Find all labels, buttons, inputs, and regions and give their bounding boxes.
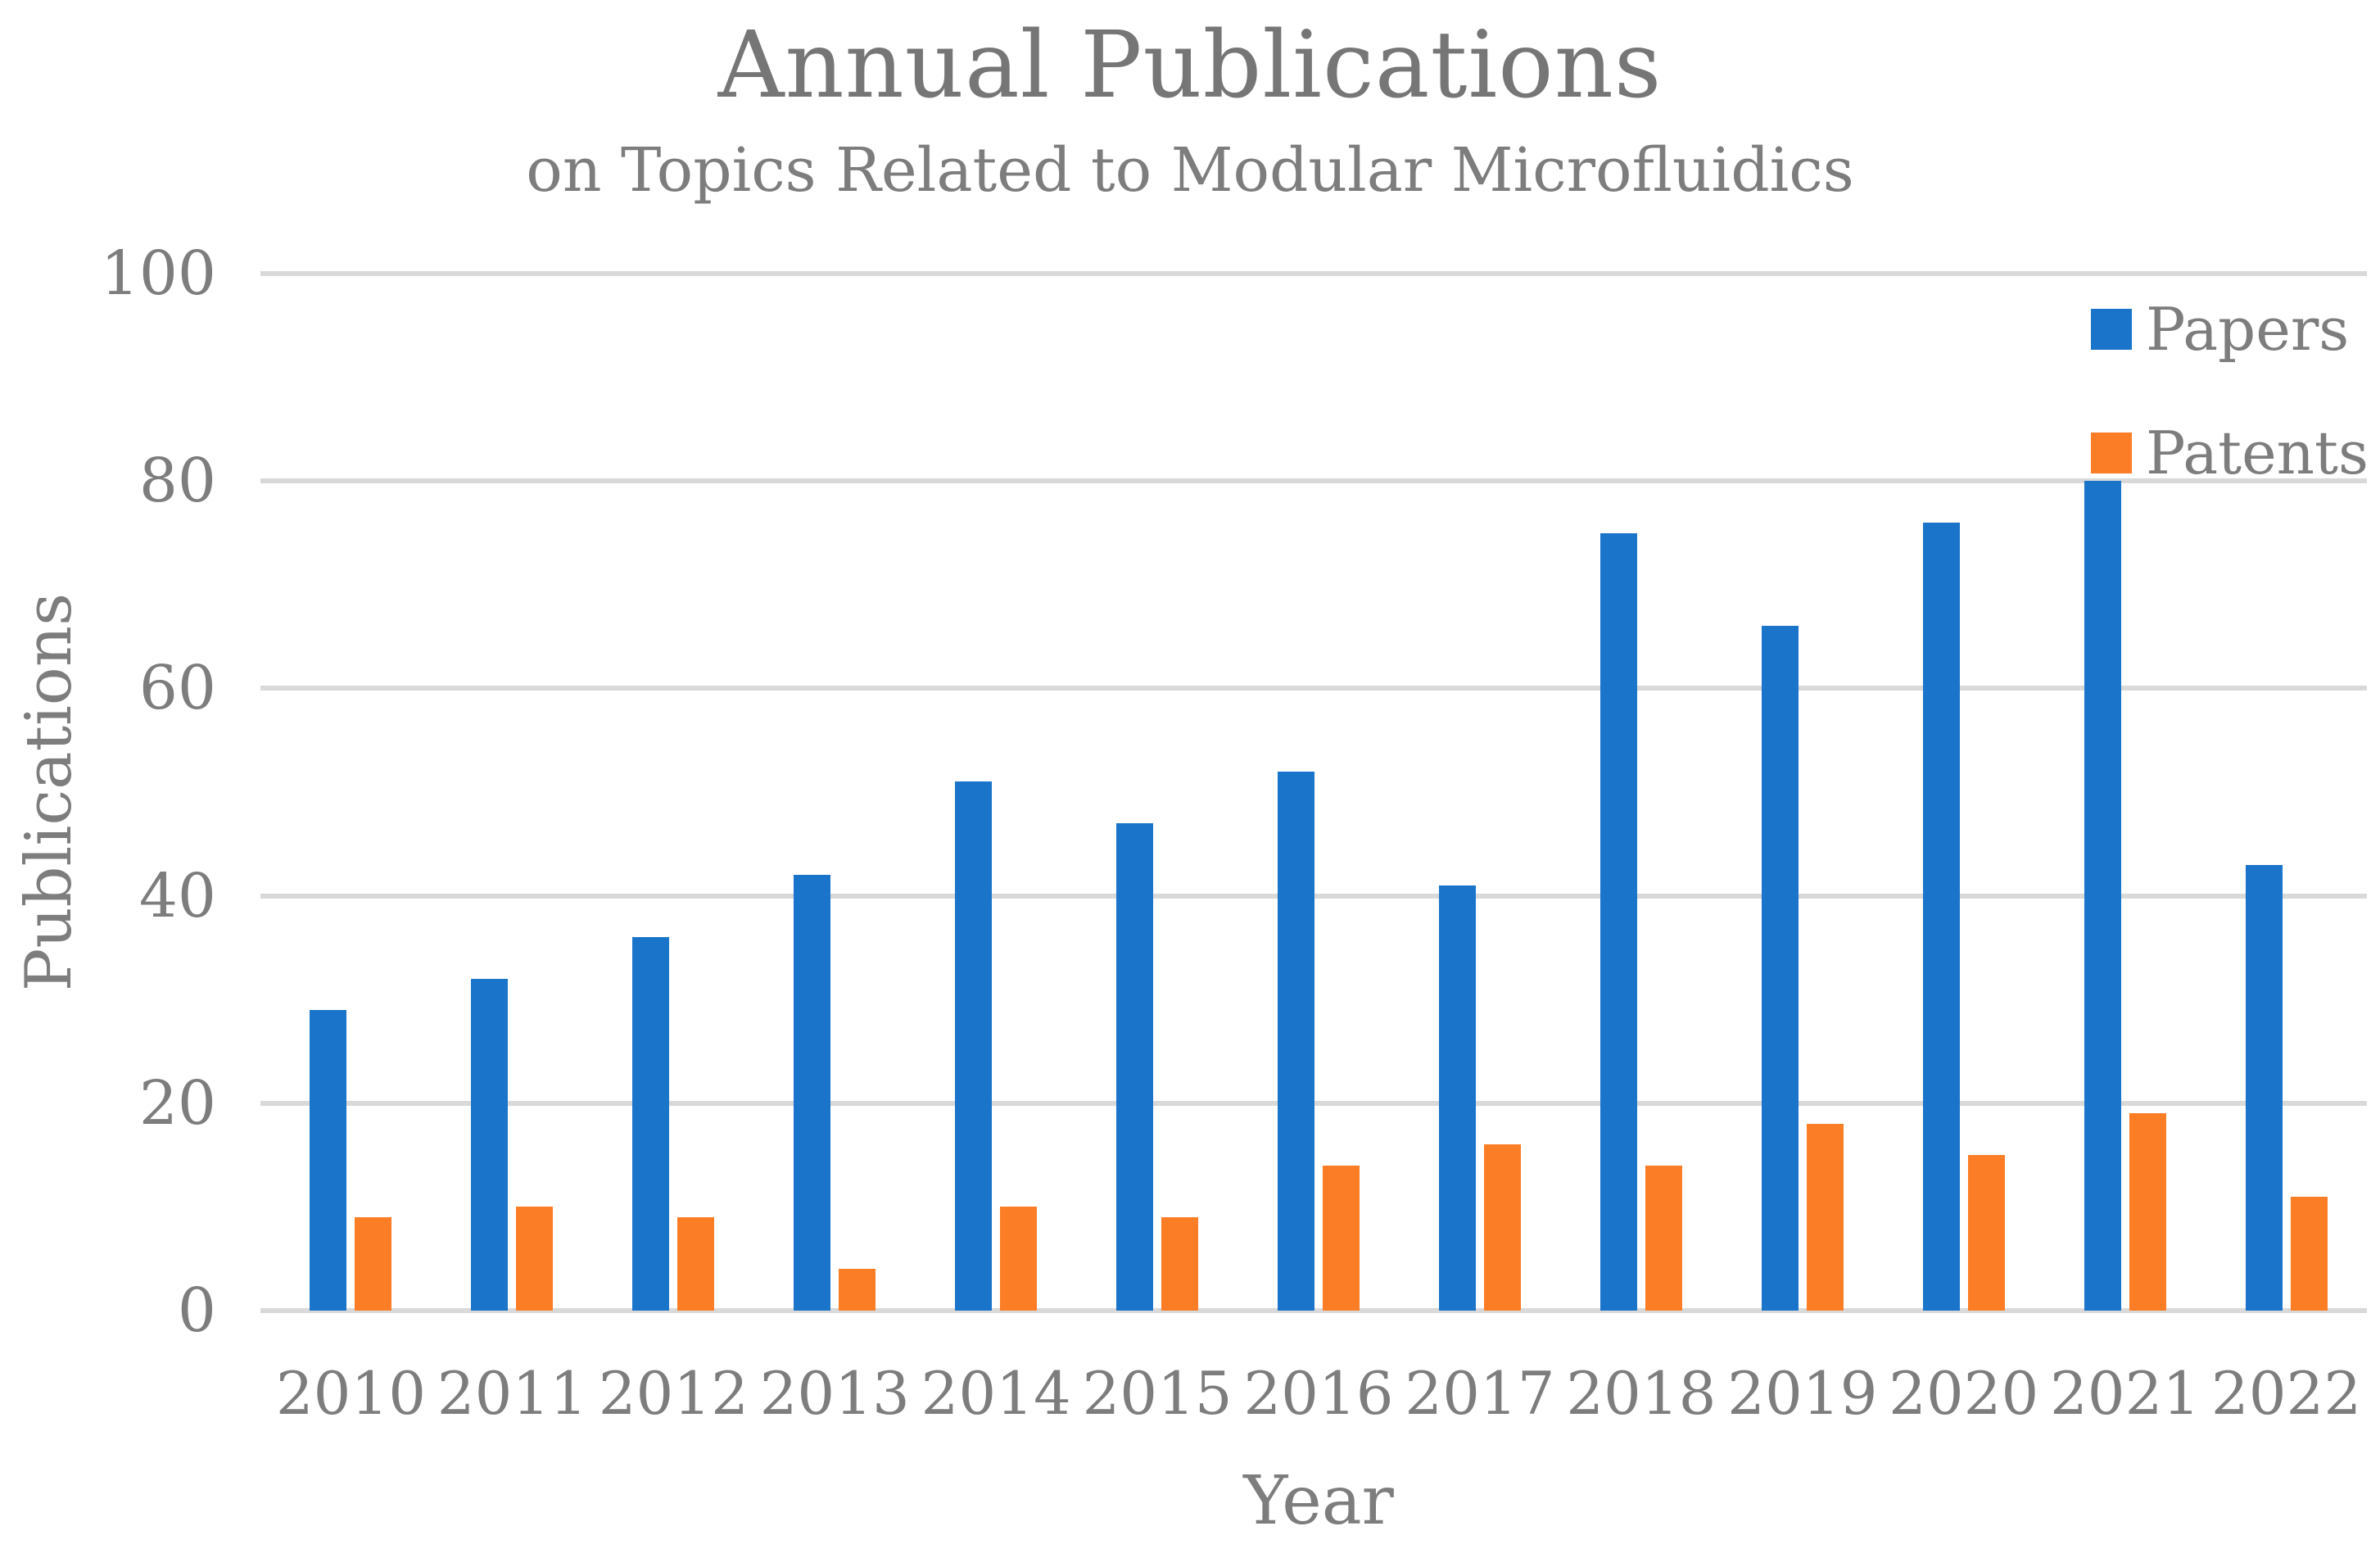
x-tick-label-2018: 2018 — [1566, 1359, 1717, 1428]
legend-item-patents: Patents — [2091, 423, 2369, 482]
chart-title: Annual Publications — [717, 12, 1663, 119]
patents-bar-2013 — [839, 1269, 876, 1311]
legend-item-papers: Papers — [2091, 300, 2369, 359]
legend: Papers Patents — [2091, 300, 2369, 556]
x-tick-label-2014: 2014 — [921, 1359, 1071, 1428]
x-tick-label-2013: 2013 — [759, 1359, 910, 1428]
papers-bar-2016 — [1277, 771, 1314, 1311]
patents-bar-2014 — [1000, 1207, 1038, 1311]
papers-bar-2014 — [955, 781, 993, 1311]
bar-group-2011 — [432, 274, 593, 1311]
bar-group-2022 — [2206, 274, 2367, 1311]
patents-bar-2017 — [1483, 1144, 1521, 1311]
patents-bar-2011 — [516, 1207, 554, 1311]
patents-bar-2016 — [1322, 1165, 1360, 1311]
papers-bar-2020 — [1922, 522, 1960, 1311]
legend-label-patents: Patents — [2146, 419, 2369, 487]
gridline-80 — [260, 478, 2367, 484]
papers-bar-2018 — [1599, 532, 1637, 1311]
bar-group-2021 — [2044, 274, 2206, 1311]
papers-bar-2019 — [1761, 626, 1799, 1311]
x-tick-label-2019: 2019 — [1727, 1359, 1878, 1428]
x-axis-title: Year — [1243, 1462, 1394, 1540]
legend-swatch-patents — [2091, 433, 2132, 473]
papers-bar-2010 — [310, 1009, 347, 1311]
patents-bar-2012 — [677, 1217, 715, 1311]
legend-swatch-papers — [2091, 309, 2132, 350]
patents-bar-2015 — [1161, 1217, 1199, 1311]
x-axis-labels: 2010 2011 2012 2013 2014 2015 2016 2017 2018 2019… — [270, 1361, 2367, 1426]
bar-group-2014 — [916, 274, 1077, 1311]
patents-bar-2010 — [355, 1217, 392, 1311]
plot-area — [270, 274, 2367, 1311]
x-axis-baseline — [260, 1308, 2367, 1313]
bar-group-2016 — [1238, 274, 1400, 1311]
papers-bar-2015 — [1116, 822, 1154, 1311]
chart-subtitle: on Topics Related to Modular Microfluidi… — [526, 135, 1854, 206]
x-tick-label-2012: 2012 — [598, 1359, 749, 1428]
bar-group-2017 — [1399, 274, 1560, 1311]
x-tick-label-2017: 2017 — [1405, 1359, 1555, 1428]
bar-group-2020 — [1883, 274, 2044, 1311]
bar-group-2010 — [270, 274, 432, 1311]
y-axis-title: Publications — [12, 592, 86, 992]
papers-bar-2017 — [1438, 885, 1476, 1311]
papers-bar-2011 — [471, 978, 509, 1311]
papers-bar-2022 — [2245, 864, 2283, 1311]
bar-group-2015 — [1077, 274, 1238, 1311]
y-tick-label-0: 0 — [177, 1275, 216, 1346]
gridline-100 — [260, 271, 2367, 276]
y-tick-label-80: 80 — [138, 446, 216, 517]
gridline-60 — [260, 686, 2367, 691]
bar-group-2019 — [1722, 274, 1883, 1311]
y-tick-label-100: 100 — [100, 238, 216, 309]
bar-group-2012 — [593, 274, 754, 1311]
patents-bar-2021 — [2129, 1113, 2166, 1311]
bar-group-2013 — [754, 274, 916, 1311]
legend-label-papers: Papers — [2146, 295, 2350, 364]
y-tick-label-40: 40 — [138, 860, 216, 931]
x-tick-label-2015: 2015 — [1082, 1359, 1233, 1428]
x-tick-label-2022: 2022 — [2210, 1359, 2362, 1428]
papers-bar-2021 — [2084, 481, 2121, 1311]
x-tick-label-2010: 2010 — [275, 1359, 427, 1428]
y-tick-label-60: 60 — [138, 653, 216, 724]
papers-bar-2012 — [632, 937, 670, 1311]
patents-bar-2020 — [1967, 1155, 2005, 1311]
y-tick-label-20: 20 — [138, 1067, 216, 1139]
x-tick-label-2016: 2016 — [1243, 1359, 1394, 1428]
papers-bar-2013 — [794, 875, 831, 1311]
x-tick-label-2011: 2011 — [437, 1359, 587, 1428]
patents-bar-2018 — [1645, 1165, 1682, 1311]
patents-bar-2022 — [2290, 1196, 2328, 1311]
x-tick-label-2020: 2020 — [1889, 1359, 2039, 1428]
bar-group-2018 — [1560, 274, 1722, 1311]
x-tick-label-2021: 2021 — [2049, 1359, 2201, 1428]
patents-bar-2019 — [1806, 1124, 1844, 1311]
